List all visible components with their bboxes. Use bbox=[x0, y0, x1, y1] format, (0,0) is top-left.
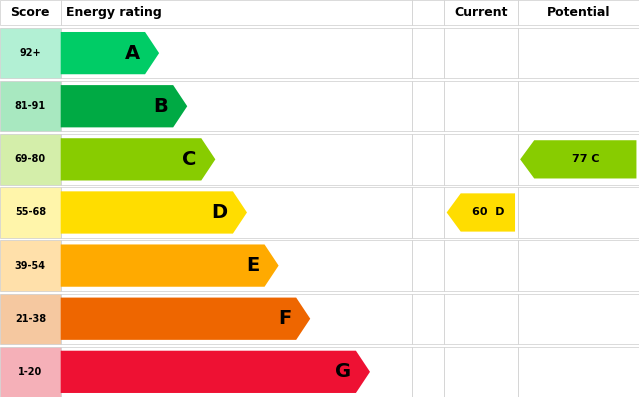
Polygon shape bbox=[447, 193, 515, 231]
Polygon shape bbox=[61, 32, 159, 74]
Text: 1-20: 1-20 bbox=[19, 367, 42, 377]
Bar bbox=[0, 347, 61, 397]
Bar bbox=[518, 187, 639, 238]
Text: Score: Score bbox=[11, 6, 50, 19]
Bar bbox=[61, 134, 412, 185]
Bar bbox=[444, 293, 518, 344]
Text: 81-91: 81-91 bbox=[15, 101, 46, 111]
Bar bbox=[412, 347, 444, 397]
Text: 77 C: 77 C bbox=[571, 154, 599, 164]
Bar bbox=[61, 241, 412, 291]
Bar bbox=[61, 347, 412, 397]
Bar bbox=[0, 81, 61, 131]
Bar bbox=[518, 28, 639, 78]
Bar bbox=[412, 241, 444, 291]
Text: Energy rating: Energy rating bbox=[66, 6, 162, 19]
Polygon shape bbox=[520, 140, 636, 179]
Bar bbox=[444, 347, 518, 397]
Text: 39-54: 39-54 bbox=[15, 260, 46, 271]
Bar bbox=[0, 241, 61, 291]
Bar bbox=[61, 0, 412, 25]
Text: Potential: Potential bbox=[546, 6, 610, 19]
Text: 60  D: 60 D bbox=[472, 208, 504, 218]
Text: Current: Current bbox=[454, 6, 507, 19]
Bar bbox=[444, 241, 518, 291]
Bar bbox=[518, 293, 639, 344]
Text: A: A bbox=[125, 44, 140, 63]
Bar bbox=[61, 293, 412, 344]
Bar bbox=[444, 134, 518, 185]
Bar bbox=[412, 134, 444, 185]
Text: E: E bbox=[246, 256, 259, 275]
Polygon shape bbox=[61, 245, 279, 287]
Bar bbox=[444, 81, 518, 131]
Text: C: C bbox=[182, 150, 196, 169]
Polygon shape bbox=[61, 85, 187, 127]
Bar bbox=[0, 28, 61, 78]
Text: G: G bbox=[335, 362, 351, 382]
Bar bbox=[61, 81, 412, 131]
Text: B: B bbox=[153, 97, 168, 116]
Bar bbox=[0, 0, 61, 25]
Polygon shape bbox=[61, 138, 215, 181]
Bar bbox=[412, 0, 444, 25]
Bar bbox=[61, 28, 412, 78]
Text: 69-80: 69-80 bbox=[15, 154, 46, 164]
Text: 21-38: 21-38 bbox=[15, 314, 46, 324]
Bar bbox=[444, 187, 518, 238]
Bar bbox=[518, 241, 639, 291]
Bar bbox=[412, 293, 444, 344]
Bar bbox=[444, 0, 518, 25]
Bar bbox=[61, 187, 412, 238]
Polygon shape bbox=[61, 298, 311, 340]
Text: 92+: 92+ bbox=[20, 48, 41, 58]
Bar bbox=[412, 187, 444, 238]
Bar bbox=[0, 187, 61, 238]
Bar bbox=[0, 134, 61, 185]
Bar bbox=[518, 134, 639, 185]
Bar bbox=[412, 28, 444, 78]
Bar bbox=[518, 347, 639, 397]
Polygon shape bbox=[61, 351, 370, 393]
Text: 55-68: 55-68 bbox=[15, 208, 46, 218]
Bar bbox=[518, 81, 639, 131]
Text: F: F bbox=[278, 309, 291, 328]
Bar bbox=[444, 28, 518, 78]
Bar bbox=[518, 0, 639, 25]
Text: D: D bbox=[212, 203, 228, 222]
Bar bbox=[412, 81, 444, 131]
Bar bbox=[0, 293, 61, 344]
Polygon shape bbox=[61, 191, 247, 233]
